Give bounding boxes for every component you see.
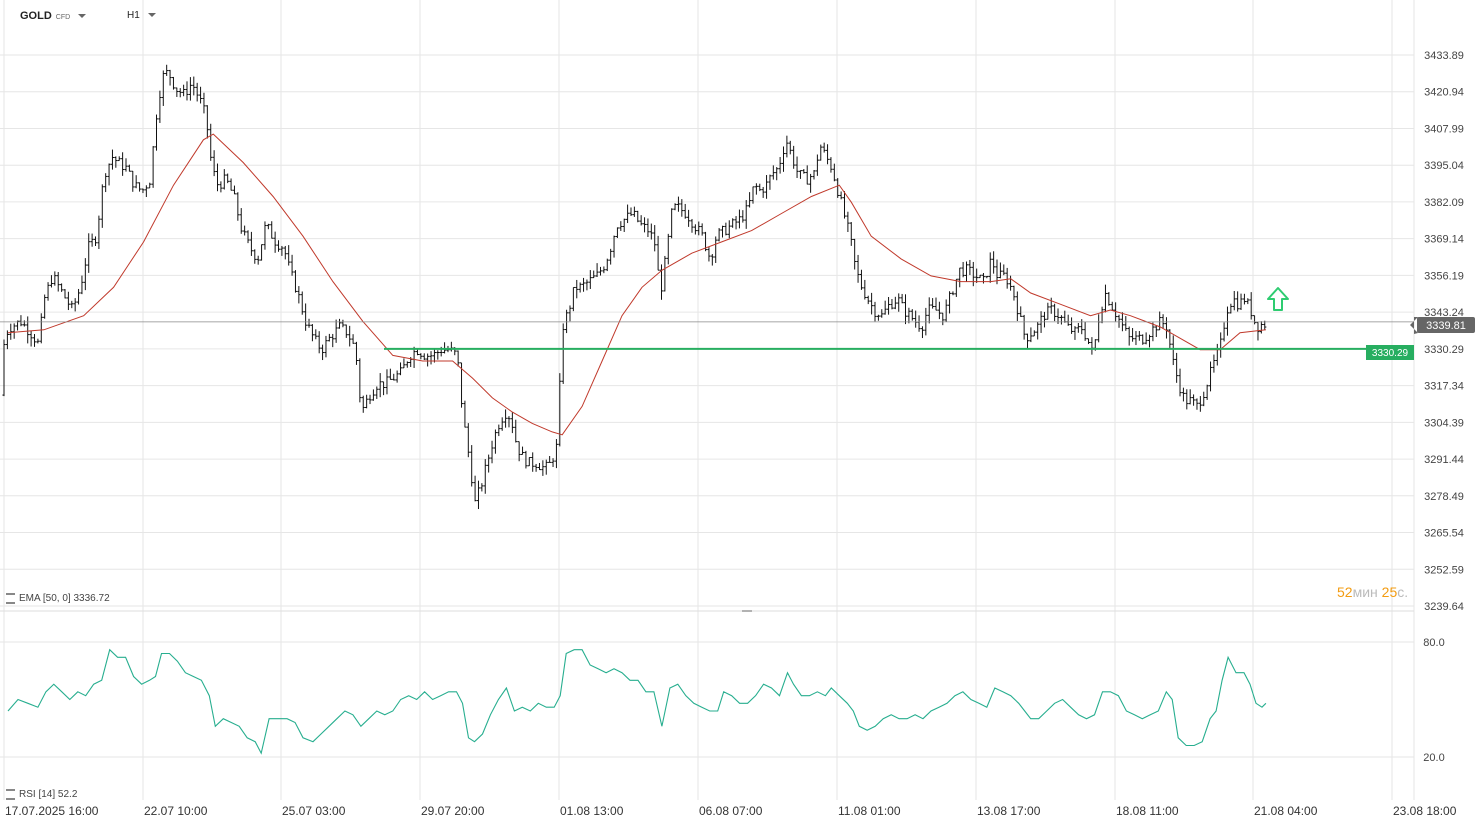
- price-tick-label: 3317.34: [1424, 381, 1464, 393]
- time-tick-label: 13.08 17:00: [977, 804, 1041, 818]
- time-tick-label: 18.08 11:00: [1116, 804, 1179, 818]
- price-badges: 3339.81 3330.29: [1366, 317, 1475, 360]
- price-axis[interactable]: 3433.89 3420.94 3407.99 3395.04 3382.09 3369.…: [1424, 50, 1464, 613]
- symbol-dropdown-icon[interactable]: [78, 14, 87, 19]
- time-tick-label: 06.08 07:00: [699, 804, 763, 818]
- price-tick-label: 3407.99: [1424, 123, 1464, 135]
- price-candles: [2, 64, 1267, 510]
- price-tick-label: 3343.24: [1424, 307, 1464, 319]
- timer-seconds: 25: [1381, 584, 1398, 600]
- up-arrow-icon[interactable]: [1267, 287, 1289, 311]
- timer-minutes: 52: [1337, 584, 1353, 600]
- current-price-value: 3339.81: [1426, 320, 1466, 332]
- rsi-line: [7, 648, 1267, 755]
- menu-icon[interactable]: [6, 593, 15, 604]
- time-tick-label: 22.07 10:00: [144, 804, 208, 818]
- symbol-name: GOLD: [20, 10, 52, 22]
- price-tick-label: 3356.19: [1424, 270, 1464, 282]
- menu-icon[interactable]: [6, 789, 15, 800]
- time-tick-label: 23.08 18:00: [1393, 804, 1457, 818]
- rsi-indicator-label[interactable]: RSI [14] 52.2: [6, 789, 77, 800]
- timeframe-dropdown-icon[interactable]: [147, 13, 156, 18]
- ema-value: 3336.72: [73, 593, 110, 605]
- price-tick-label: 3252.59: [1424, 564, 1464, 576]
- grid: [0, 0, 1415, 800]
- time-tick-label: 11.08 01:00: [838, 804, 901, 818]
- ema-indicator-label[interactable]: EMA [50, 0] 3336.72: [6, 593, 110, 604]
- rsi-tick-label: 80.0: [1423, 637, 1444, 649]
- current-price-badge: [1410, 317, 1418, 334]
- rsi-tick-label: 20.0: [1423, 752, 1444, 764]
- support-level-value: 3330.29: [1372, 348, 1409, 359]
- timer-minutes-unit: мин: [1352, 584, 1378, 600]
- price-tick-label: 3278.49: [1424, 491, 1464, 503]
- price-tick-label: 3304.39: [1424, 417, 1464, 429]
- support-badge-box: [1366, 345, 1414, 360]
- price-tick-label: 3433.89: [1424, 50, 1464, 62]
- price-tick-label: 3330.29: [1424, 344, 1464, 356]
- ema-line: [7, 133, 1266, 436]
- time-tick-label: 21.08 04:00: [1254, 804, 1318, 818]
- rsi-axis: 80.0 20.0: [1423, 637, 1444, 764]
- time-tick-label: 29.07 20:00: [421, 804, 485, 818]
- rsi-value: 52.2: [57, 789, 78, 801]
- rsi-name: RSI [14]: [19, 789, 56, 801]
- price-tick-label: 3239.64: [1424, 601, 1464, 613]
- price-tick-label: 3382.09: [1424, 197, 1464, 209]
- time-axis[interactable]: 17.07.2025 16:00 22.07 10:00 25.07 03:00 29…: [5, 804, 1457, 818]
- symbol-type: CFD: [55, 14, 71, 21]
- price-tick-label: 3395.04: [1424, 160, 1464, 172]
- timer-seconds-unit: с.: [1397, 584, 1409, 600]
- price-tick-label: 3291.44: [1424, 454, 1464, 466]
- time-tick-label: 01.08 13:00: [560, 804, 624, 818]
- price-tick-label: 3265.54: [1424, 528, 1464, 540]
- price-tick-label: 3420.94: [1424, 87, 1464, 99]
- current-price-badge-box: [1417, 317, 1475, 333]
- ema-name: EMA [50, 0]: [19, 593, 71, 605]
- time-tick-label: 25.07 03:00: [282, 804, 346, 818]
- timeframe-label: H1: [127, 10, 140, 21]
- candle-countdown: 52мин 25с.: [1337, 584, 1408, 600]
- timeframe-selector[interactable]: H1: [127, 10, 156, 21]
- time-tick-label: 17.07.2025 16:00: [5, 804, 99, 818]
- price-tick-label: 3369.14: [1424, 234, 1464, 246]
- symbol-selector[interactable]: GOLD CFD: [20, 10, 87, 22]
